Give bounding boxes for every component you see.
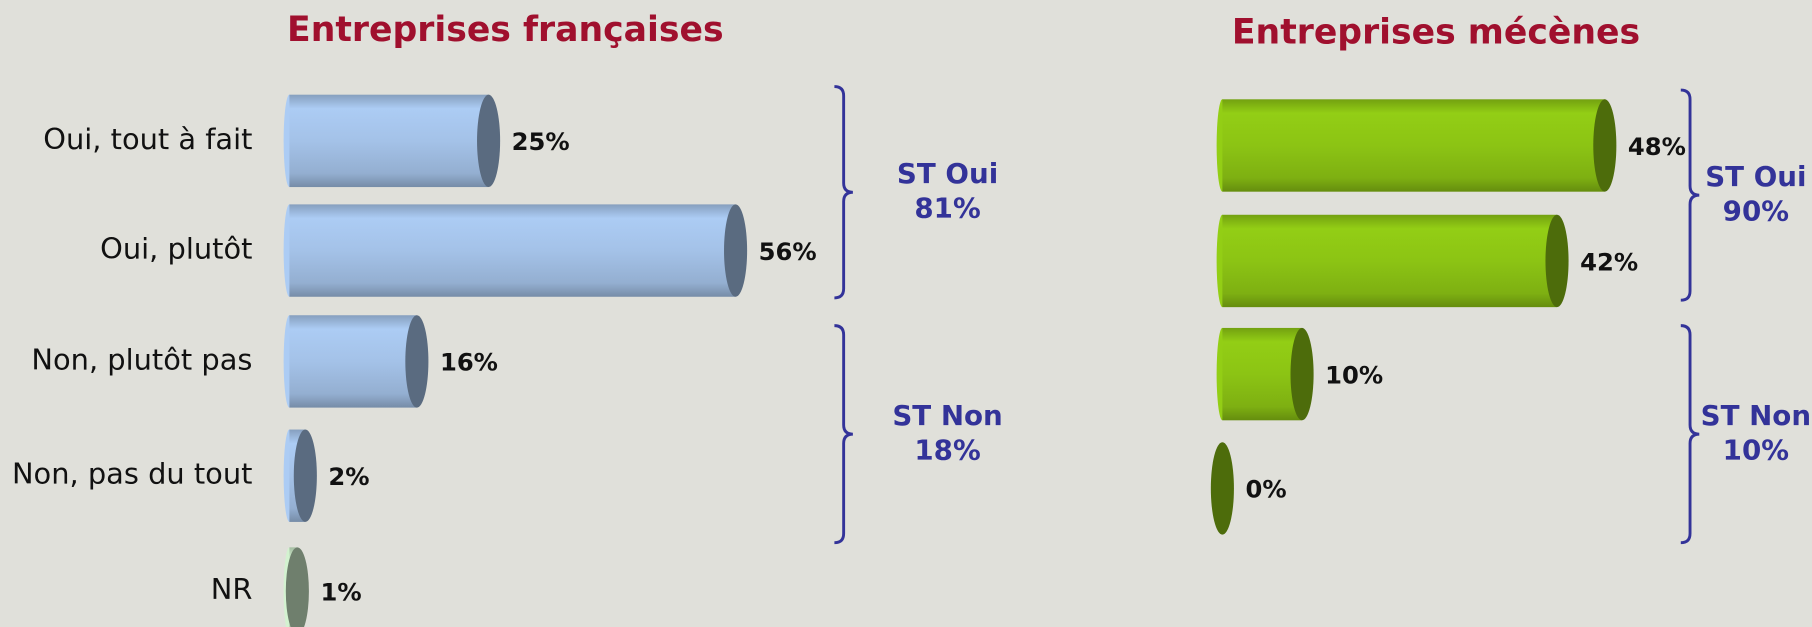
bar-body: [289, 204, 736, 297]
bar-body: [1222, 214, 1558, 308]
bar-cap: [1290, 327, 1314, 421]
bar-body: [289, 315, 417, 408]
bracket: [1680, 88, 1700, 302]
subtotal-label: ST Oui: [897, 157, 998, 190]
subtotal-value: 90%: [1723, 194, 1789, 227]
value-label: 16%: [440, 348, 498, 377]
bar-cap: [405, 315, 429, 408]
chart-title: Entreprises mécènes: [1232, 12, 1640, 52]
bar-body: [289, 94, 489, 188]
bar-cap: [477, 94, 501, 188]
subtotal-value: 81%: [914, 192, 980, 225]
bar-cap: [285, 547, 309, 627]
bracket: [1680, 324, 1700, 545]
bar: [283, 429, 317, 522]
bar: [283, 547, 309, 627]
bar-body: [1222, 99, 1605, 192]
bar-cap: [293, 429, 317, 522]
category-label: Non, plutôt pas: [31, 342, 252, 376]
value-label: 48%: [1628, 132, 1686, 161]
bar: [1216, 214, 1569, 308]
bracket: [834, 85, 853, 300]
value-label: 10%: [1325, 360, 1383, 389]
bar: [283, 94, 501, 188]
subtotal-label: ST Oui: [1705, 160, 1806, 193]
bracket: [834, 324, 853, 545]
value-label: 1%: [320, 578, 361, 607]
subtotal-value: 18%: [914, 433, 980, 466]
chart-title: Entreprises françaises: [287, 10, 724, 50]
category-label: NR: [211, 572, 253, 606]
bar: [1210, 442, 1234, 535]
bar-cap: [1545, 214, 1569, 308]
bar: [283, 315, 429, 408]
bar: [1216, 327, 1314, 421]
value-label: 0%: [1245, 475, 1286, 504]
value-label: 42%: [1580, 247, 1638, 276]
value-label: 25%: [512, 127, 570, 156]
bar-cap: [1593, 99, 1617, 192]
category-label: Oui, tout à fait: [43, 122, 252, 156]
subtotal-value: 10%: [1723, 433, 1789, 466]
value-label: 2%: [328, 462, 369, 491]
value-label: 56%: [759, 237, 817, 266]
category-label: Oui, plutôt: [100, 232, 252, 266]
category-label: Non, pas du tout: [12, 457, 252, 491]
bar-body: [1222, 327, 1303, 421]
subtotal-label: ST Non: [1701, 399, 1811, 432]
bar: [283, 204, 748, 297]
subtotal-label: ST Non: [892, 399, 1002, 432]
bar-cap: [1210, 442, 1234, 535]
bar-cap: [724, 204, 748, 297]
bar: [1216, 99, 1617, 192]
